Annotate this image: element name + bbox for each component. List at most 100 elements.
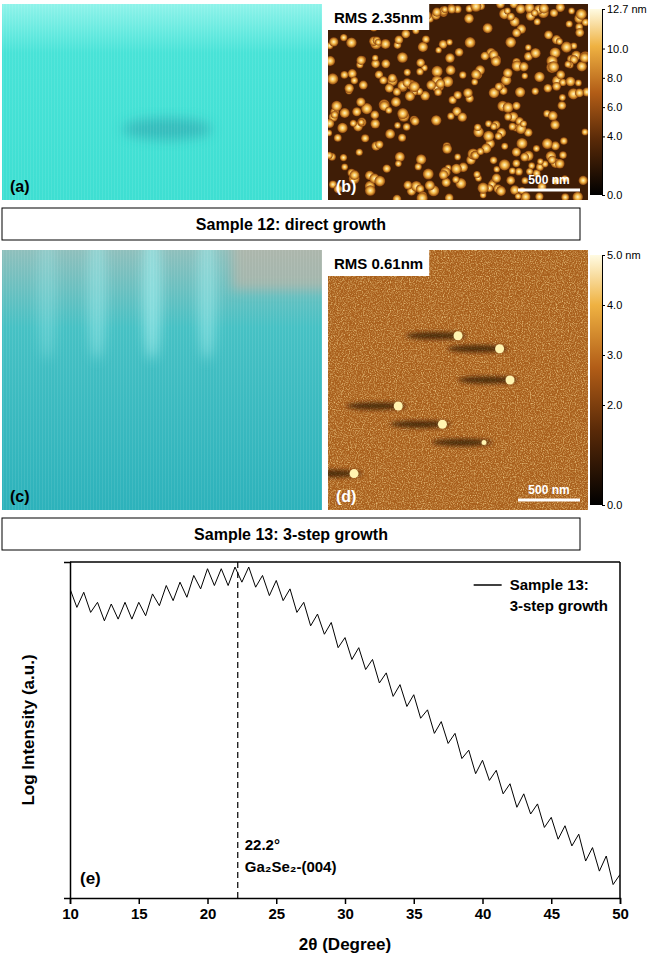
rms-box xyxy=(328,4,429,30)
afm-grain xyxy=(512,148,521,157)
afm-grain xyxy=(446,39,452,45)
afm-grain xyxy=(558,101,567,110)
afm-grain xyxy=(544,84,552,92)
panel-label: (b) xyxy=(336,178,356,195)
afm-grain xyxy=(468,148,479,159)
afm-grain xyxy=(432,8,441,17)
afm-grain xyxy=(365,185,376,196)
caption-box xyxy=(2,208,580,240)
afm-grain xyxy=(423,169,434,180)
colorbar-tick-mark xyxy=(602,255,605,256)
afm-streak xyxy=(390,421,450,428)
colorbar-tick-mark xyxy=(602,305,605,306)
frame-top xyxy=(70,561,620,563)
afm-grain xyxy=(575,88,584,97)
afm-grain xyxy=(564,61,571,68)
afm-grain xyxy=(459,71,466,78)
legend: Sample 13:3-step growth xyxy=(474,576,608,614)
afm-grain xyxy=(357,118,366,127)
afm-grain xyxy=(542,138,553,149)
afm-grain xyxy=(375,140,383,148)
colorbar-tick-label: 10.0 xyxy=(607,43,628,55)
afm-grain xyxy=(503,102,514,113)
afm-grain xyxy=(477,148,484,155)
afm-grain xyxy=(341,164,348,171)
afm-grain xyxy=(381,39,391,49)
afm-grain xyxy=(331,111,339,119)
afm-grain xyxy=(580,51,588,62)
afm-grain xyxy=(515,87,525,97)
afm-particle xyxy=(438,420,447,429)
afm-grain xyxy=(580,53,588,63)
afm-grain xyxy=(356,149,363,156)
afm-grain xyxy=(350,120,357,127)
colorbar-tick: 5.0 nm xyxy=(602,249,641,261)
afm-grain xyxy=(463,88,473,98)
scale-bar-label: 500 nm xyxy=(528,173,569,187)
x-tick-mark xyxy=(482,898,484,904)
xrd-chart: 1015202530354045502θ (Degree)Log Intensi… xyxy=(19,562,629,954)
afm-grain xyxy=(358,119,364,125)
afm-grain xyxy=(418,42,428,52)
afm-grain xyxy=(416,58,425,67)
scale-bar-label: 500 nm xyxy=(528,483,569,497)
afm-grain xyxy=(370,119,379,128)
legend-label: Sample 13:3-step growth xyxy=(510,576,608,614)
rms-label: RMS 0.61nm xyxy=(334,255,423,272)
afm-grain xyxy=(447,112,454,119)
afm-grain xyxy=(561,42,572,53)
afm-particle xyxy=(394,402,403,411)
colorbar-tick: 4.0 xyxy=(602,130,622,142)
caption-box xyxy=(2,518,580,550)
panel-label: (c) xyxy=(10,488,30,505)
afm-grain xyxy=(359,81,368,90)
afm-grain xyxy=(537,158,543,164)
afm-grain xyxy=(361,134,369,142)
afm-grain xyxy=(417,193,428,200)
colorbar-tick: 6.0 xyxy=(602,101,622,113)
panel-label: (e) xyxy=(80,869,101,888)
afm-grain xyxy=(405,91,415,101)
afm-grain xyxy=(483,23,493,33)
afm-grain xyxy=(328,119,334,128)
afm-grain xyxy=(490,123,497,130)
afm-grain xyxy=(356,56,365,65)
afm-grain xyxy=(394,122,401,129)
afm-grain xyxy=(490,157,497,164)
x-tick-mark xyxy=(207,898,209,904)
afm-grain xyxy=(556,70,565,79)
afm-grain xyxy=(495,133,503,141)
afm-grain xyxy=(425,180,435,190)
afm-grain xyxy=(531,9,538,16)
afm-background xyxy=(328,250,588,510)
afm-grain xyxy=(499,159,510,170)
colorbar-tick-mark xyxy=(602,9,605,10)
afm-grain xyxy=(530,48,540,58)
afm-grain xyxy=(539,4,549,14)
afm-particle xyxy=(495,344,504,353)
colorbar xyxy=(590,9,602,195)
afm-grain xyxy=(395,160,402,167)
afm-grain xyxy=(501,143,508,150)
colorbar-tick-mark xyxy=(602,49,605,50)
afm-grain xyxy=(535,193,543,200)
afm-grain xyxy=(352,107,361,116)
x-tick-label: 20 xyxy=(200,905,217,922)
afm-grain xyxy=(576,9,587,20)
afm-grain xyxy=(534,72,544,82)
afm-grain xyxy=(404,181,413,190)
afm-grain xyxy=(375,39,382,46)
x-tick: 40 xyxy=(475,898,492,922)
colorbar-tick-label: 4.0 xyxy=(607,130,622,142)
afm-grain xyxy=(383,164,391,172)
afm-grain xyxy=(415,163,422,170)
colorbar-tick: 12.7 nm xyxy=(602,3,647,15)
x-tick-label: 30 xyxy=(337,905,354,922)
afm-grain xyxy=(337,123,347,133)
x-tick: 20 xyxy=(200,898,217,922)
x-axis-line xyxy=(71,899,621,905)
afm-particle xyxy=(506,376,515,385)
panel-label: (a) xyxy=(10,178,30,195)
colorbar-tick: 0.0 xyxy=(602,499,622,511)
afm-grain xyxy=(575,80,582,87)
